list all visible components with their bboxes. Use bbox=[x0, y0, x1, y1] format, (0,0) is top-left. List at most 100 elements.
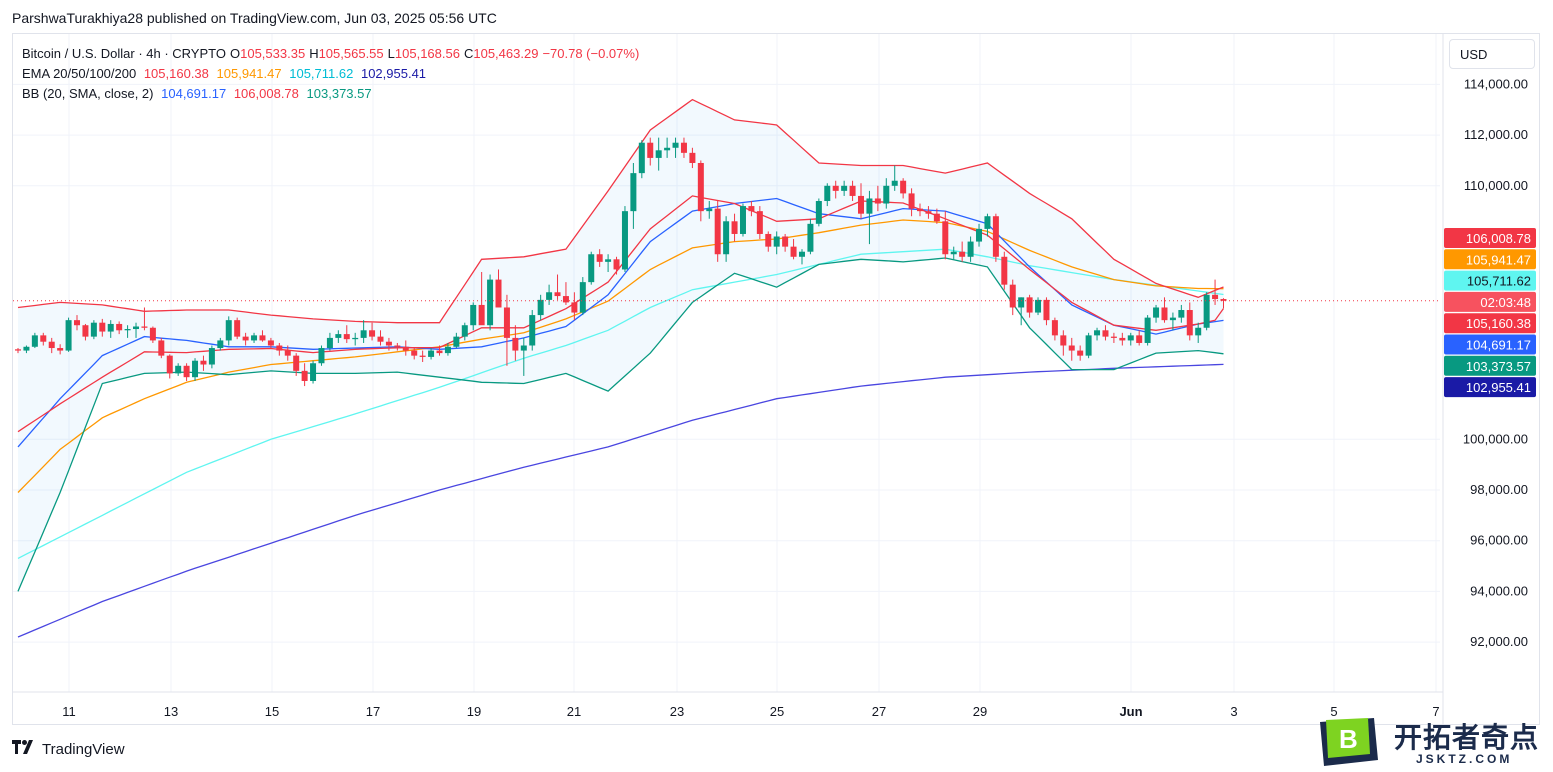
candle bbox=[697, 160, 704, 222]
candle-body bbox=[326, 337, 333, 349]
candle-body bbox=[858, 195, 864, 214]
candle-body bbox=[748, 206, 755, 212]
candle-body bbox=[900, 180, 907, 194]
currency-button[interactable]: USD bbox=[1449, 39, 1535, 69]
candle-body bbox=[318, 348, 325, 364]
x-tick-label: Jun bbox=[1119, 704, 1142, 719]
candle bbox=[621, 206, 628, 272]
price-label: 02:03:48 bbox=[1444, 291, 1536, 312]
candle bbox=[242, 332, 249, 346]
candle-body bbox=[470, 304, 477, 326]
candle bbox=[1077, 345, 1084, 361]
candle bbox=[352, 332, 359, 346]
candle-body bbox=[807, 223, 814, 252]
ema20-value: 105,160.38 bbox=[143, 66, 209, 81]
candle-body bbox=[1220, 299, 1227, 301]
candle-body bbox=[706, 208, 713, 212]
tradingview-logo[interactable]: TradingView bbox=[12, 740, 125, 759]
candle-body bbox=[891, 180, 898, 186]
watermark-title: 开拓者奇点 bbox=[1394, 722, 1540, 753]
candle-body bbox=[1043, 299, 1050, 321]
legend-ema-row[interactable]: EMA 20/50/100/200 105,160.38 105,941.47 … bbox=[22, 64, 643, 84]
candle-body bbox=[40, 335, 47, 342]
candle bbox=[377, 330, 384, 346]
candle bbox=[495, 269, 502, 308]
candle-body bbox=[672, 142, 679, 148]
price-axis: 114,000.00 112,000.00 110,000.00 100,000.00… bbox=[1442, 34, 1528, 725]
candle-body bbox=[874, 198, 881, 204]
candle-body bbox=[402, 346, 409, 351]
candle bbox=[807, 218, 814, 255]
candle bbox=[917, 203, 924, 217]
candle bbox=[453, 332, 460, 349]
bb-basis-value: 104,691.17 bbox=[161, 86, 227, 101]
candle bbox=[908, 188, 915, 217]
candle bbox=[714, 201, 721, 262]
candle-body bbox=[74, 320, 81, 326]
candle-body bbox=[790, 246, 797, 257]
candle-body bbox=[638, 142, 645, 174]
candle bbox=[1009, 279, 1016, 316]
candle bbox=[849, 180, 856, 202]
candle-body bbox=[1203, 294, 1210, 328]
price-label: 105,941.47 bbox=[1444, 249, 1536, 270]
candle-body bbox=[461, 325, 468, 337]
candle-body bbox=[798, 251, 805, 257]
candle-body bbox=[765, 233, 772, 247]
candle bbox=[748, 201, 755, 217]
candle bbox=[680, 137, 687, 158]
candle-body bbox=[664, 147, 671, 151]
candle-body bbox=[15, 349, 21, 351]
close-value: 105,463.29 bbox=[473, 46, 539, 61]
candle-body bbox=[107, 323, 114, 332]
candle-body bbox=[360, 330, 367, 338]
candle bbox=[99, 318, 106, 337]
price-label-text: 105,941.47 bbox=[1466, 252, 1531, 267]
candle-body bbox=[849, 185, 856, 196]
watermark: B 开拓者奇点 JSKTZ.COM bbox=[1312, 714, 1548, 770]
candle bbox=[1203, 292, 1210, 331]
legend-bb-row[interactable]: BB (20, SMA, close, 2) 104,691.17 106,00… bbox=[22, 84, 643, 104]
candle-body bbox=[1178, 310, 1185, 318]
candle bbox=[335, 330, 342, 343]
candle bbox=[301, 363, 308, 387]
candle bbox=[326, 332, 333, 351]
candle bbox=[765, 231, 772, 252]
price-label-box bbox=[1444, 270, 1536, 291]
close-label: C bbox=[463, 46, 474, 61]
candle bbox=[512, 325, 519, 361]
candle bbox=[436, 345, 443, 356]
bb-indicator-label: BB (20, SMA, close, 2) bbox=[22, 86, 154, 101]
candle bbox=[1178, 304, 1185, 323]
candle-body bbox=[723, 221, 730, 255]
y-tick-label: 100,000.00 bbox=[1463, 431, 1528, 446]
candle bbox=[782, 233, 789, 252]
candle bbox=[394, 342, 401, 351]
candle-body bbox=[984, 216, 991, 229]
high-label: H bbox=[309, 46, 319, 61]
price-label: 105,160.38 bbox=[1444, 313, 1536, 334]
candle bbox=[225, 316, 232, 346]
y-tick-label: 114,000.00 bbox=[1464, 76, 1528, 91]
candle bbox=[284, 345, 291, 361]
candle bbox=[1043, 297, 1050, 326]
candle bbox=[537, 294, 544, 321]
candle-body bbox=[478, 304, 485, 326]
candle-body bbox=[571, 302, 578, 313]
candle bbox=[360, 320, 367, 343]
candle-body bbox=[444, 346, 451, 354]
price-label-text: 02:03:48 bbox=[1480, 295, 1531, 310]
candle bbox=[647, 137, 654, 166]
candle-body bbox=[697, 162, 704, 212]
candle bbox=[411, 348, 418, 360]
bb-upper-line bbox=[17, 98, 1224, 324]
candle-body bbox=[512, 337, 519, 351]
price-label-box bbox=[1444, 228, 1536, 248]
candle-body bbox=[1212, 294, 1219, 300]
y-tick-label: 110,000.00 bbox=[1464, 178, 1528, 193]
x-tick-label: 17 bbox=[366, 704, 380, 719]
candle bbox=[1085, 332, 1092, 359]
legend-ohlc-row[interactable]: Bitcoin / U.S. Dollar · 4h · CRYPTO O105,… bbox=[22, 44, 643, 64]
candle-body bbox=[1001, 256, 1008, 285]
